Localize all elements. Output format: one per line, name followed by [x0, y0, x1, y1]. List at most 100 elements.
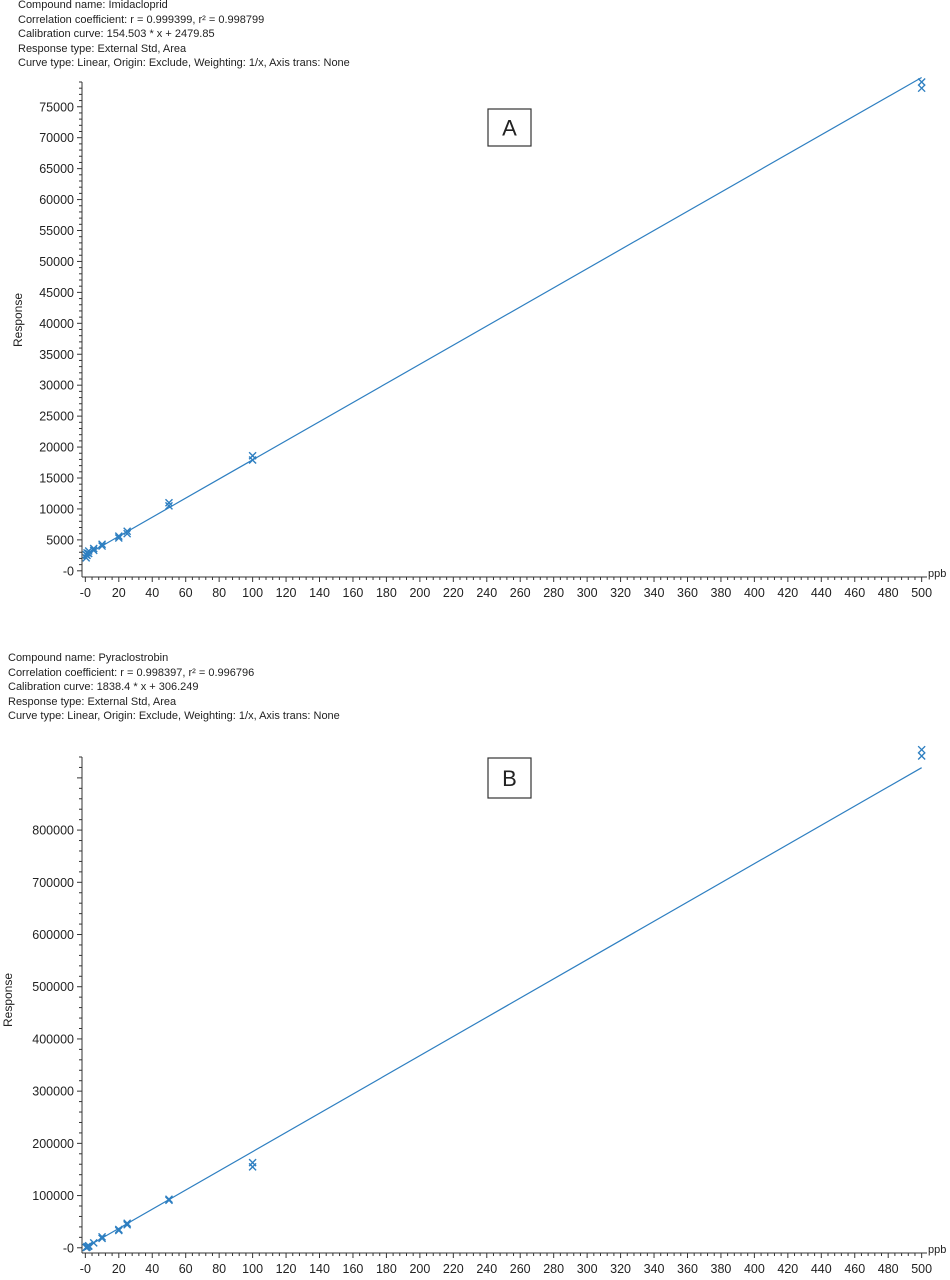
chart-a-data-point: [114, 534, 123, 543]
chart-a-x-tick-label: 140: [309, 586, 330, 600]
chart-a-data-point: [98, 542, 107, 551]
chart-b-x-unit-label: ppb: [928, 1244, 946, 1256]
chart-b-data-point: [114, 1225, 123, 1234]
chart-b-y-tick-label: 600000: [32, 928, 74, 942]
chart-a-info-block: Compound name: Imidacloprid Correlation …: [18, 0, 350, 71]
chart-b-y-tick-label: 800000: [32, 824, 74, 838]
chart-a-fit-line: [85, 76, 922, 556]
chart-b-x-tick-label: 60: [179, 1262, 193, 1276]
chart-b-x-tick-label: -0: [80, 1262, 91, 1276]
chart-b-y-tick-label: 200000: [32, 1137, 74, 1151]
chart-a-panel-label: A: [502, 116, 517, 141]
chart-a-x-tick-label: 320: [610, 586, 631, 600]
chart-a-y-tick-label: 70000: [39, 131, 74, 145]
chart-b-x-tick-label: 220: [443, 1262, 464, 1276]
chart-a-y-tick-label: -0: [63, 564, 74, 578]
chart-b-x-tick-label: 500: [911, 1262, 932, 1276]
chart-b-y-tick-label: -0: [63, 1241, 74, 1255]
chart-b-compound-name: Compound name: Pyraclostrobin: [8, 652, 169, 664]
chart-b-y-tick-label: 400000: [32, 1032, 74, 1046]
chart-a-y-tick-label: 20000: [39, 441, 74, 455]
chart-a-data-point: [123, 527, 132, 536]
chart-b-calibration: Calibration curve: 1838.4 * x + 306.249: [8, 681, 199, 694]
chart-a-panel-label-box: [487, 108, 532, 147]
chart-a-y-tick-label: 25000: [39, 410, 74, 424]
chart-b-y-tick-label: 500000: [32, 980, 74, 994]
chart-b-response-type: Response type: External Std, Area: [8, 695, 177, 708]
chart-b-x-tick-label: 280: [543, 1262, 564, 1276]
chart-b-x-tick-label: 440: [811, 1262, 832, 1276]
chart-a-data-point: [123, 529, 132, 538]
chart-a-curve-type: Curve type: Linear, Origin: Exclude, Wei…: [18, 57, 350, 70]
chart-a-x-tick-label: 20: [112, 586, 126, 600]
chart-b-x-tick-label: 400: [744, 1262, 765, 1276]
chart-b-correlation: Correlation coefficient: r = 0.998397, r…: [8, 666, 255, 679]
chart-b-y-axis-title: Response: [1, 973, 15, 1027]
chart-b-info-block: Compound name: Pyraclostrobin Correlatio…: [8, 651, 340, 724]
chart-a-data-point: [164, 501, 173, 510]
chart-b-x-tick-label: 20: [112, 1262, 126, 1276]
chart-a-x-tick-label: 60: [179, 586, 193, 600]
chart-a-calibration: Calibration curve: 154.503 * x + 2479.85: [18, 28, 215, 41]
chart-a-data-point: [98, 540, 107, 549]
chart-b-panel-label-box: [487, 757, 532, 799]
chart-a-y-tick-label: 10000: [39, 502, 74, 516]
chart-a-x-tick-label: 200: [409, 586, 430, 600]
chart-a-y-tick-label: 50000: [39, 255, 74, 269]
chart-b-panel-label: B: [502, 766, 517, 791]
chart-b-data-point: [114, 1226, 123, 1235]
chart-b-x-tick-label: 140: [309, 1262, 330, 1276]
chart-b-x-tick-label: 200: [409, 1262, 430, 1276]
chart-a-y-tick-label: 5000: [46, 533, 74, 547]
chart-a-y-axis-title: Response: [11, 293, 25, 347]
chart-a-x-tick-label: 460: [844, 586, 865, 600]
chart-a-x-tick-label: 480: [878, 586, 899, 600]
chart-b-data-point: [84, 1241, 93, 1250]
chart-b-x-tick-label: 260: [510, 1262, 531, 1276]
chart-a-x-tick-label: 40: [145, 586, 159, 600]
chart-a-x-tick-label: 180: [376, 586, 397, 600]
chart-a-y-tick-label: 60000: [39, 193, 74, 207]
chart-b-x-tick-label: 320: [610, 1262, 631, 1276]
chart-b-x-tick-label: 240: [476, 1262, 497, 1276]
chart-b-data-point: [248, 1158, 257, 1167]
chart-a-x-tick-label: 260: [510, 586, 531, 600]
chart-a: -0 20 40 60 80 100 120 140 160 180 200 220 240 260 280…: [11, 76, 946, 600]
chart-a-y-tick-label: 45000: [39, 286, 74, 300]
chart-a-x-tick-label: 160: [343, 586, 364, 600]
chart-a-data-point: [164, 498, 173, 507]
chart-b-x-tick-label: 40: [145, 1262, 159, 1276]
chart-b-data-point: [164, 1195, 173, 1204]
chart-a-y-tick-label: 30000: [39, 379, 74, 393]
chart-b-x-tick-label: 480: [878, 1262, 899, 1276]
chart-a-x-tick-label: -0: [80, 586, 91, 600]
chart-b-x-tick-label: 100: [242, 1262, 263, 1276]
chart-b-data-point: [917, 745, 926, 754]
chart-b-data-point: [164, 1196, 173, 1205]
chart-b-x-tick-label: 340: [644, 1262, 665, 1276]
chart-a-y-tick-label: 15000: [39, 472, 74, 486]
chart-a-data-point: [917, 78, 926, 86]
chart-a-x-tick-label: 100: [242, 586, 263, 600]
chart-b-data-point: [123, 1219, 132, 1228]
chart-a-y-tick-label: 35000: [39, 348, 74, 362]
chart-a-data-point: [114, 532, 123, 541]
chart-a-data-point: [248, 451, 257, 460]
chart-a-response-type: Response type: External Std, Area: [18, 42, 187, 55]
chart-b-x-tick-label: 420: [777, 1262, 798, 1276]
chart-a-y-tick-label: 40000: [39, 317, 74, 331]
chart-a-correlation: Correlation coefficient: r = 0.999399, r…: [18, 13, 265, 26]
chart-b-data-point: [917, 751, 926, 760]
chart-a-x-tick-label: 280: [543, 586, 564, 600]
chart-b-x-tick-label: 360: [677, 1262, 698, 1276]
chart-a-x-tick-label: 360: [677, 586, 698, 600]
chart-a-data-point: [917, 84, 926, 93]
chart-b-x-tick-label: 180: [376, 1262, 397, 1276]
chart-a-data-point: [89, 546, 98, 555]
chart-b-data-point: [98, 1232, 107, 1241]
chart-a-x-tick-label: 120: [276, 586, 297, 600]
chart-a-y-tick-label: 55000: [39, 224, 74, 238]
chart-a-x-unit-label: ppb: [928, 568, 946, 580]
chart-b: -0 20 40 60 80 100 120 140 160 180 200 220 240 260 280…: [1, 745, 946, 1276]
